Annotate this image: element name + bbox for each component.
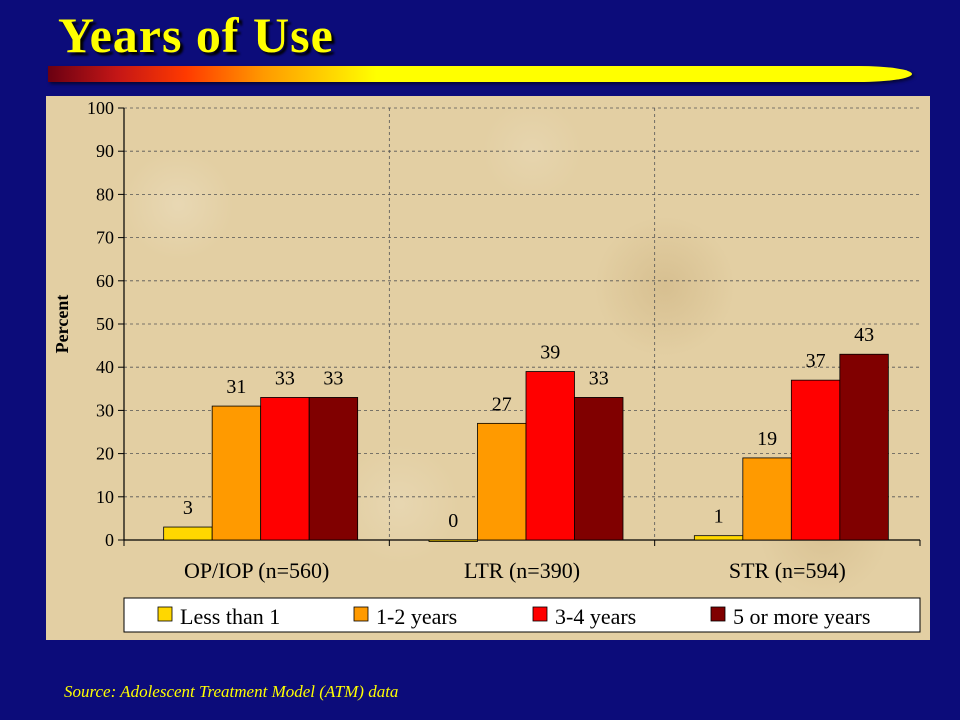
data-label: 33 xyxy=(275,367,295,389)
bar xyxy=(839,353,889,541)
y-axis-label: Percent xyxy=(52,295,72,354)
bar xyxy=(308,397,359,541)
bar xyxy=(693,535,744,541)
data-label: 31 xyxy=(226,376,246,398)
data-label: 1 xyxy=(714,506,724,528)
legend-label: Less than 1 xyxy=(180,604,280,629)
bar xyxy=(742,457,792,541)
legend-label: 1-2 years xyxy=(376,604,457,629)
legend-label: 3-4 years xyxy=(555,604,636,629)
data-label: 27 xyxy=(492,393,512,415)
data-label: 0 xyxy=(448,510,458,532)
title-underline-bar xyxy=(48,66,912,82)
data-label: 39 xyxy=(540,342,560,364)
y-tick-label: 30 xyxy=(96,400,114,420)
bar xyxy=(525,371,575,541)
y-tick-label: 20 xyxy=(96,444,114,464)
data-label: 43 xyxy=(854,324,874,346)
y-tick-label: 90 xyxy=(96,141,114,161)
bar xyxy=(260,397,310,541)
bar xyxy=(477,422,527,541)
y-tick-label: 80 xyxy=(96,184,114,204)
y-tick-label: 0 xyxy=(105,530,114,550)
y-tick-label: 40 xyxy=(96,357,114,377)
legend-box xyxy=(123,597,921,633)
legend-swatch xyxy=(532,606,548,622)
slide-title: Years of Use xyxy=(58,7,334,63)
y-tick-label: 60 xyxy=(96,271,114,291)
data-label: 19 xyxy=(757,428,777,450)
y-tick-label: 50 xyxy=(96,314,114,334)
category-label: OP/IOP (n=560) xyxy=(184,558,329,583)
data-label: 33 xyxy=(589,367,609,389)
chart-panel: 0 10 20 30 40 50 60 70 80 90 100 Percent 3 31 33 33 OP/I… xyxy=(46,96,930,640)
bar xyxy=(790,379,841,541)
category-label: STR (n=594) xyxy=(729,558,846,583)
category-label: LTR (n=390) xyxy=(464,558,580,583)
data-label: 33 xyxy=(323,367,343,389)
bar xyxy=(574,397,624,541)
y-tick-label: 100 xyxy=(87,98,114,118)
y-tick-label: 70 xyxy=(96,228,114,248)
bar xyxy=(163,526,213,541)
legend-label: 5 or more years xyxy=(733,604,870,629)
legend-swatch xyxy=(710,606,726,622)
data-label: 37 xyxy=(806,350,826,372)
bar xyxy=(211,405,262,541)
y-tick-label: 10 xyxy=(96,487,114,507)
legend-swatch xyxy=(157,606,173,622)
legend-swatch xyxy=(353,606,369,622)
source-note: Source: Adolescent Treatment Model (ATM)… xyxy=(64,682,399,701)
data-label: 3 xyxy=(183,497,193,519)
bar xyxy=(428,539,478,542)
